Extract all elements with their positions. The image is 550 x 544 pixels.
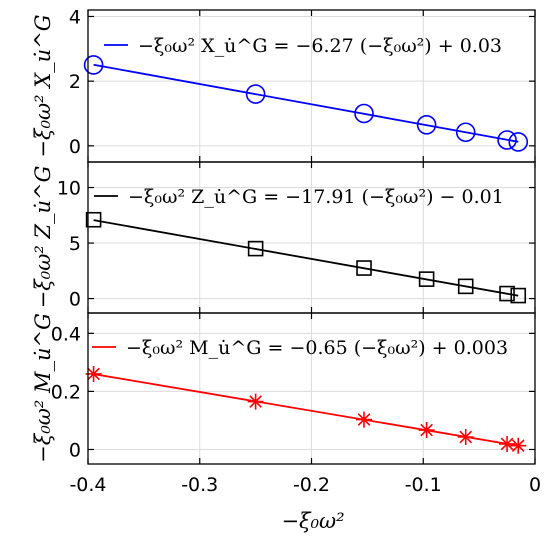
y-tick-label-z-1: 5 [69,233,81,255]
x-tick-label-1: -0.3 [181,474,218,496]
x-tick-label-0: -0.4 [69,474,106,496]
x-tick-label-3: -0.1 [405,474,442,496]
data-point-x-6 [508,132,529,152]
data-point-m-3 [418,422,435,439]
y-axis-label-m: −ξ₀ω² M_u̇^G [31,313,55,463]
y-tick-label-z-0: 0 [69,289,81,311]
data-point-z-0 [85,211,102,228]
y-axis-label-x: −ξ₀ω² X_u̇^G [31,14,55,157]
data-point-z-2 [356,260,372,276]
y-axis-label-z: −ξ₀ω² Z_u̇^G [31,166,55,309]
x-tick-label-2: -0.2 [293,474,330,496]
data-point-m-0 [85,365,102,382]
x-axis-label: −ξ₀ω² [281,509,344,533]
panel-z: 0 5 10 [57,161,536,314]
legend-m: −ξ₀ω² M_u̇^G = −0.65 (−ξ₀ω²) + 0.003 [92,337,508,359]
y-tick-label-m-2: 0.4 [51,323,81,345]
data-point-x-1 [245,84,266,104]
y-tick-label-z-2: 10 [57,178,81,200]
y-tick-label-x-1: 2 [69,71,81,93]
x-tick-label-4: 0 [529,474,541,496]
data-point-x-3 [416,115,437,135]
data-point-m-6 [510,437,527,454]
y-tick-label-x-0: 0 [69,136,81,158]
panel-frame-m [87,312,536,465]
legend-label-x: −ξ₀ω² X_u̇^G = −6.27 (−ξ₀ω²) + 0.03 [138,35,502,57]
data-point-z-5 [499,285,515,302]
data-point-x-0 [83,55,104,75]
data-point-m-5 [499,435,516,452]
legend-label-z: −ξ₀ω² Z_u̇^G = −17.91 (−ξ₀ω²) − 0.01 [128,186,504,208]
data-point-x-5 [497,130,517,150]
data-point-m-2 [356,411,373,428]
legend-z: −ξ₀ω² Z_u̇^G = −17.91 (−ξ₀ω²) − 0.01 [94,186,504,208]
data-point-m-4 [457,428,474,445]
data-point-z-3 [418,271,435,287]
y-tick-label-m-0: 0 [69,439,81,461]
data-point-m-1 [247,393,264,410]
data-point-z-1 [247,240,264,257]
data-point-x-2 [354,103,374,124]
panel-m: 0 0.2 0.4 [51,312,536,465]
legend-label-m: −ξ₀ω² M_u̇^G = −0.65 (−ξ₀ω²) + 0.003 [126,337,508,359]
panel-x: 0 2 4 [69,6,536,163]
data-point-x-4 [455,122,476,143]
data-point-z-4 [457,278,474,295]
legend-x: −ξ₀ω² X_u̇^G = −6.27 (−ξ₀ω²) + 0.03 [104,35,502,57]
fit-line-m [93,373,519,447]
data-point-z-6 [510,287,527,304]
fit-line-x [93,63,519,143]
y-tick-label-x-2: 4 [69,6,81,28]
fit-line-z [93,219,519,297]
y-tick-label-m-1: 0.2 [51,381,81,403]
